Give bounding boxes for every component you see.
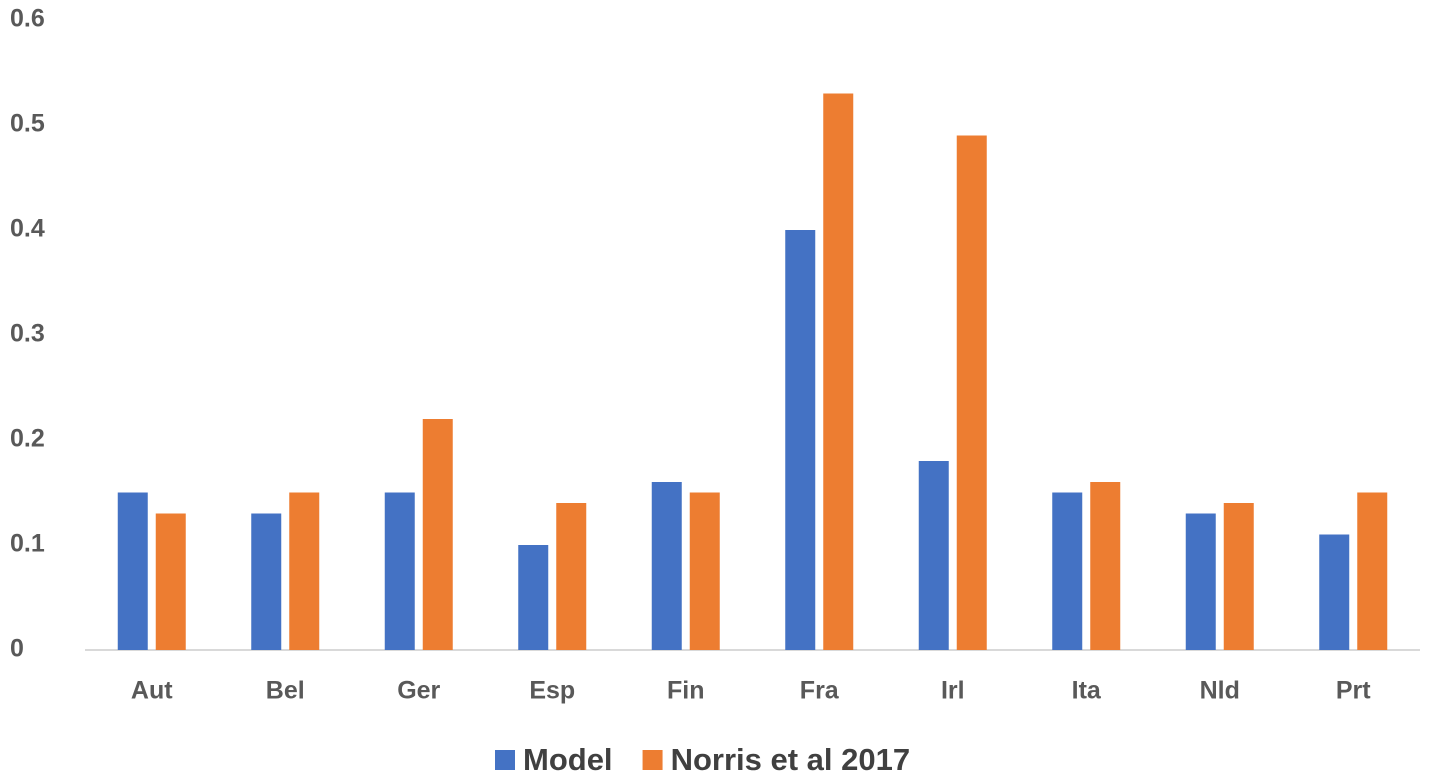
bar	[689, 492, 720, 650]
bar	[1223, 503, 1254, 650]
y-tick-label: 0.4	[10, 215, 45, 243]
bar	[384, 492, 415, 650]
bar	[1090, 482, 1121, 650]
bar	[1052, 492, 1083, 650]
y-tick-label: 0.1	[10, 530, 45, 558]
bar	[422, 419, 453, 650]
y-tick-label: 0.5	[10, 110, 45, 138]
bar	[518, 545, 549, 650]
x-tick-label: Irl	[941, 677, 965, 705]
x-tick-label: Fin	[667, 677, 705, 705]
bar	[785, 230, 816, 650]
y-tick-label: 0.3	[10, 320, 45, 348]
bar	[1319, 534, 1350, 650]
bar	[155, 513, 186, 650]
legend-swatch	[642, 750, 663, 770]
bar	[1357, 492, 1388, 650]
bar	[117, 492, 148, 650]
bar	[651, 482, 682, 650]
bar	[289, 492, 320, 650]
bar	[1185, 513, 1216, 650]
y-tick-label: 0.2	[10, 425, 45, 453]
x-tick-label: Aut	[131, 677, 173, 705]
y-tick-label: 0	[10, 635, 24, 663]
x-tick-label: Prt	[1336, 677, 1371, 705]
x-tick-label: Fra	[800, 677, 840, 705]
legend-label: Norris et al 2017	[671, 742, 911, 777]
x-tick-label: Bel	[266, 677, 305, 705]
bar	[956, 135, 987, 650]
y-tick-label: 0.6	[10, 5, 45, 33]
bar	[556, 503, 587, 650]
x-tick-label: Esp	[529, 677, 575, 705]
bar	[918, 461, 949, 650]
legend-label: Model	[523, 742, 613, 777]
x-tick-label: Nld	[1200, 677, 1240, 705]
bar	[823, 93, 854, 650]
x-tick-label: Ger	[397, 677, 440, 705]
legend-swatch	[495, 750, 515, 770]
bar	[251, 513, 282, 650]
x-tick-label: Ita	[1072, 677, 1102, 705]
